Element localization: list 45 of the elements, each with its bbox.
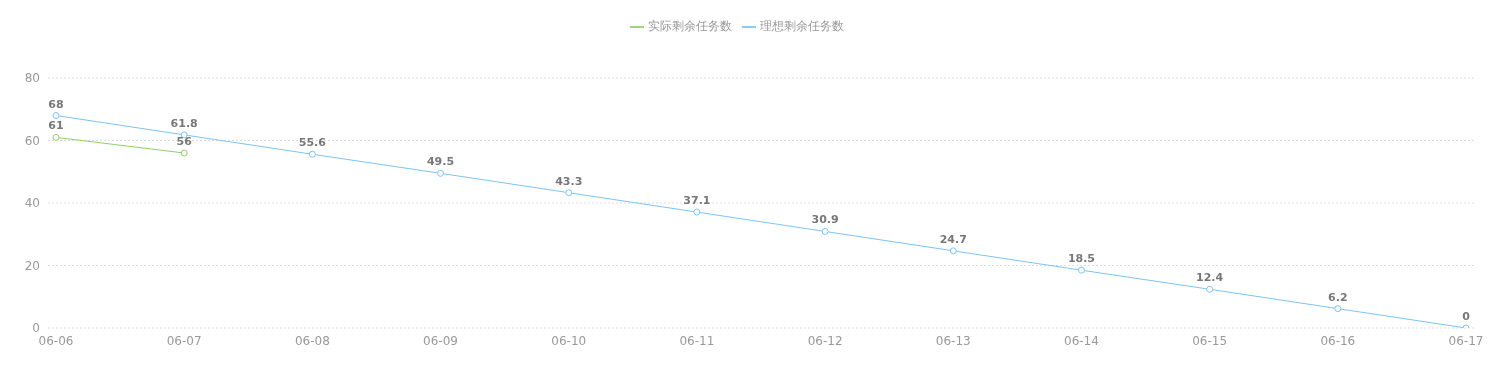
data-label: 68 [48,97,64,111]
x-tick-label: 06-11 [679,333,715,348]
y-tick-label: 80 [24,71,40,86]
legend-label: 实际剩余任务数 [648,19,732,33]
x-tick-label: 06-17 [1448,333,1484,348]
point [1206,285,1214,293]
data-label: 18.5 [1067,252,1096,266]
point [1077,266,1085,274]
y-tick-label: 20 [24,258,40,273]
data-label: 37.1 [683,194,711,208]
point [52,133,60,141]
point [949,247,957,255]
point [1334,305,1342,313]
data-label: 61.8 [170,116,198,130]
x-tick-label: 06-10 [551,333,587,348]
data-label: 55.6 [298,136,327,150]
x-tick-label: 06-09 [423,333,458,348]
point [821,227,829,235]
y-tick-label: 60 [24,133,40,148]
data-label: 43.3 [555,174,583,188]
data-label: 6.2 [1328,290,1348,304]
x-tick-label: 06-12 [807,333,843,348]
point [180,149,188,157]
point [52,112,60,119]
point [437,169,445,177]
point [693,208,701,216]
x-tick-label: 06-08 [294,333,330,348]
data-label: 30.9 [811,213,839,227]
point [308,150,316,158]
data-label: 61 [48,119,64,133]
data-label: 56 [176,135,193,148]
data-label: 24.7 [939,232,967,246]
data-label: 49.5 [426,155,455,169]
y-tick-label: 40 [24,196,40,211]
x-tick-label: 06-06 [38,333,74,348]
data-label: 12.4 [1196,271,1224,285]
x-tick-label: 06-07 [166,333,202,348]
legend-label: 理想剩余任务数 [760,19,844,33]
data-label: 0 [1462,310,1471,323]
x-tick-label: 06-13 [935,333,971,348]
x-tick-label: 06-15 [1192,333,1228,348]
y-tick-label: 0 [32,321,40,336]
x-tick-label: 06-14 [1064,333,1099,348]
point [565,189,573,197]
x-tick-label: 06-16 [1320,333,1356,348]
